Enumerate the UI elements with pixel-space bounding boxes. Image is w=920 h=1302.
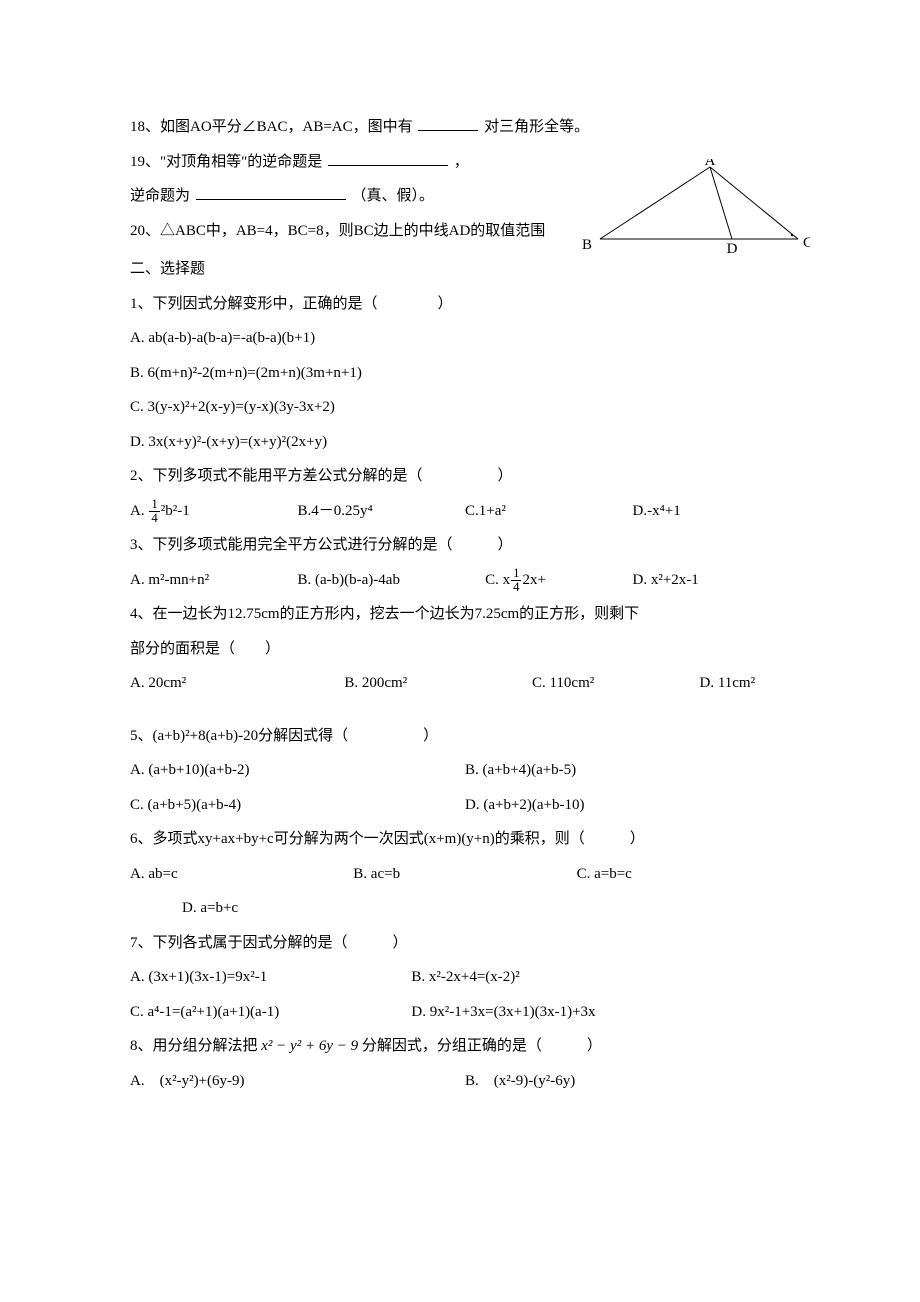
q7-A[interactable]: A. (3x+1)(3x-1)=9x²-1: [130, 960, 411, 995]
q4-C[interactable]: C. 110cm²: [532, 666, 700, 701]
q3-C[interactable]: C. x142x+: [485, 563, 632, 598]
q8-pre: 8、用分组分解法把: [130, 1038, 258, 1054]
q8-A[interactable]: A. (x²-y²)+(6y-9): [130, 1064, 465, 1099]
q5-C[interactable]: C. (a+b+5)(a+b-4): [130, 788, 465, 823]
q7-C[interactable]: C. a⁴-1=(a²+1)(a+1)(a-1): [130, 995, 411, 1030]
q5-stem: 5、(a+b)²+8(a+b)-20分解因式得（ ）: [130, 719, 800, 754]
q2-C[interactable]: C.1+a²: [465, 494, 633, 529]
dot-decor: [791, 233, 793, 235]
q18-tail: 对三角形全等。: [484, 119, 589, 135]
q2-options: A. 14²b²-1 B.4－0.25y⁴ C.1+a² D.-x⁴+1: [130, 494, 800, 529]
triangle-figure: A B C D: [570, 159, 810, 254]
q3-options: A. m²-mn+n² B. (a-b)(b-a)-4ab C. x142x+ …: [130, 563, 800, 598]
q2-A[interactable]: A. 14²b²-1: [130, 494, 298, 529]
q18: 18、如图AO平分∠BAC，AB=AC，图中有 对三角形全等。: [130, 110, 800, 145]
q8-stem: 8、用分组分解法把 x² − y² + 6y − 9 分解因式，分组正确的是（ …: [130, 1029, 800, 1064]
q4-B[interactable]: B. 200cm²: [344, 666, 532, 701]
q7-options-row2: C. a⁴-1=(a²+1)(a+1)(a-1) D. 9x²-1+3x=(3x…: [130, 995, 800, 1030]
q1-stem: 1、下列因式分解变形中，正确的是（ ）: [130, 287, 800, 322]
q2-B[interactable]: B.4－0.25y⁴: [298, 494, 466, 529]
q19a-blank[interactable]: [328, 150, 448, 166]
q19b-tail: （真、假）。: [352, 188, 435, 204]
q20-text: 20、△ABC中，AB=4，BC=8，则BC边上的中线AD的取值范围: [130, 223, 545, 239]
fraction-icon: 14: [511, 567, 521, 594]
q6-options-row1: A. ab=c B. ac=b C. a=b=c: [130, 857, 800, 892]
q6-B[interactable]: B. ac=b: [353, 857, 576, 892]
q8-B[interactable]: B. (x²-9)-(y²-6y): [465, 1064, 800, 1099]
q19b-blank[interactable]: [196, 184, 346, 200]
spacer: [130, 701, 800, 719]
q1-A[interactable]: A. ab(a-b)-a(b-a)=-a(b-a)(b+1): [130, 321, 800, 356]
q6-A[interactable]: A. ab=c: [130, 857, 353, 892]
q4-D[interactable]: D. 11cm²: [699, 666, 800, 701]
q5-B[interactable]: B. (a+b+4)(a+b-5): [465, 753, 800, 788]
fraction-icon: 14: [149, 498, 159, 525]
q1-B[interactable]: B. 6(m+n)²-2(m+n)=(2m+n)(3m+n+1): [130, 356, 800, 391]
q5-A[interactable]: A. (a+b+10)(a+b-2): [130, 753, 465, 788]
q8-post: 分解因式，分组正确的是（ ）: [362, 1038, 602, 1054]
q19a-text: 19、"对顶角相等"的逆命题是: [130, 154, 322, 170]
q1-C[interactable]: C. 3(y-x)²+2(x-y)=(y-x)(3y-3x+2): [130, 390, 800, 425]
q7-D[interactable]: D. 9x²-1+3x=(3x+1)(3x-1)+3x: [411, 995, 800, 1030]
label-B: B: [582, 237, 592, 253]
q2-A-pre: A.: [130, 503, 148, 519]
q19b-lead: 逆命题为: [130, 188, 190, 204]
q3-C-pre: C. x: [485, 572, 510, 588]
q20: 20、△ABC中，AB=4，BC=8，则BC边上的中线AD的取值范围 A B C…: [130, 214, 800, 249]
q1-D[interactable]: D. 3x(x+y)²-(x+y)=(x+y)²(2x+y): [130, 425, 800, 460]
q5-options-row2: C. (a+b+5)(a+b-4) D. (a+b+2)(a+b-10): [130, 788, 800, 823]
q3-C-mid: 2x+: [522, 572, 545, 588]
q2-stem: 2、下列多项式不能用平方差公式分解的是（ ）: [130, 459, 800, 494]
q7-options-row1: A. (3x+1)(3x-1)=9x²-1 B. x²-2x+4=(x-2)²: [130, 960, 800, 995]
q8-options: A. (x²-y²)+(6y-9) B. (x²-9)-(y²-6y): [130, 1064, 800, 1099]
section2-title: 二、选择题: [130, 252, 800, 287]
q3-stem: 3、下列多项式能用完全平方公式进行分解的是（ ）: [130, 528, 800, 563]
q5-options-row1: A. (a+b+10)(a+b-2) B. (a+b+4)(a+b-5): [130, 753, 800, 788]
q19a-tail: ，: [454, 154, 469, 170]
q7-stem: 7、下列各式属于因式分解的是（ ）: [130, 926, 800, 961]
q3-A[interactable]: A. m²-mn+n²: [130, 563, 298, 598]
label-C: C: [803, 235, 810, 251]
q18-text: 18、如图AO平分∠BAC，AB=AC，图中有: [130, 119, 413, 135]
label-A: A: [705, 159, 716, 169]
q7-B[interactable]: B. x²-2x+4=(x-2)²: [411, 960, 800, 995]
q2-D[interactable]: D.-x⁴+1: [633, 494, 801, 529]
q5-D[interactable]: D. (a+b+2)(a+b-10): [465, 788, 800, 823]
q4-A[interactable]: A. 20cm²: [130, 666, 344, 701]
q18-blank[interactable]: [418, 115, 478, 131]
q6-stem: 6、多项式xy+ax+by+c可分解为两个一次因式(x+m)(y+n)的乘积，则…: [130, 822, 800, 857]
q6-C[interactable]: C. a=b=c: [577, 857, 800, 892]
q4-stem2: 部分的面积是（ ）: [130, 632, 800, 667]
q3-D[interactable]: D. x²+2x-1: [632, 563, 800, 598]
q3-B[interactable]: B. (a-b)(b-a)-4ab: [298, 563, 486, 598]
q2-A-post: ²b²-1: [161, 503, 190, 519]
q4-stem1: 4、在一边长为12.75cm的正方形内，挖去一个边长为7.25cm的正方形，则剩…: [130, 597, 800, 632]
q4-options: A. 20cm² B. 200cm² C. 110cm² D. 11cm²: [130, 666, 800, 701]
q8-expr: x² − y² + 6y − 9: [261, 1038, 358, 1054]
q6-D[interactable]: D. a=b+c: [130, 891, 800, 926]
